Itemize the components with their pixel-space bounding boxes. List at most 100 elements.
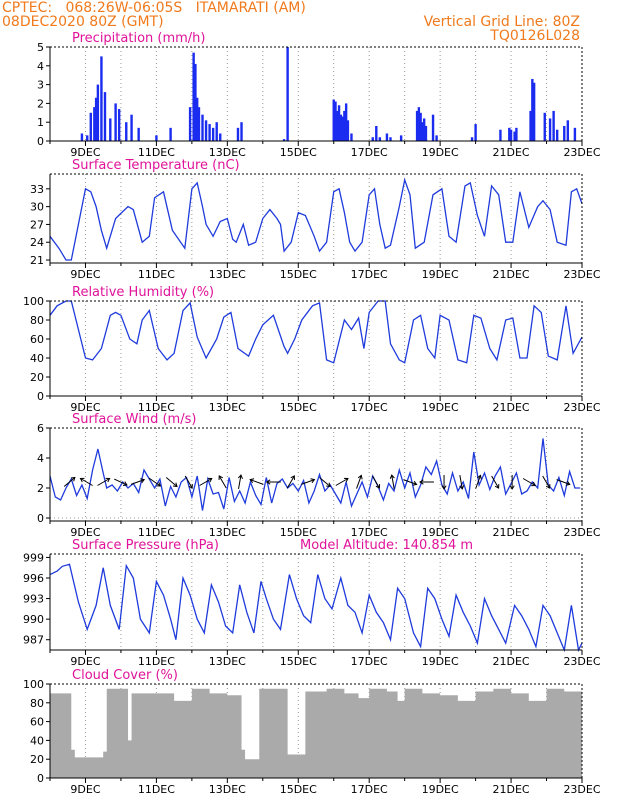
precip-bar: [341, 116, 344, 141]
precip-bar: [573, 127, 577, 141]
y-tick-label: 60: [30, 333, 44, 346]
precip-bar: [531, 78, 534, 141]
precip-bar: [103, 92, 107, 141]
wind-arrow: [114, 478, 128, 486]
x-tick-label: 11DEC: [138, 401, 175, 414]
precip-bar: [334, 101, 337, 141]
y-tick-label: 4: [37, 60, 44, 73]
cloud-panel: 0 20 40 60 80 100 9DEC 11DEC 13DEC 15DEC 17DEC 19DE…: [23, 668, 601, 796]
wind-arrow-head: [188, 484, 193, 489]
x-tick-label: 23DEC: [563, 783, 600, 796]
wind-arrow-head: [357, 474, 363, 480]
x-tick-label: 19DEC: [422, 146, 459, 159]
wind-arrow-head: [441, 485, 447, 490]
wind-arrow-shaft: [335, 478, 349, 486]
temp-panel: 21 24 27 30 33 9DEC 11DEC 13DEC 15DEC 17DEC 19DEC 2…: [30, 158, 601, 281]
y-tick-label: 100: [23, 295, 44, 308]
header-grid-line: Vertical Grid Line: 80Z: [423, 14, 580, 30]
wind-arrow-shaft: [130, 479, 145, 485]
wind-arrow-head: [249, 478, 255, 484]
precip-bar: [94, 97, 98, 141]
wind-arrow-shaft: [475, 475, 481, 489]
wind-arrow: [419, 479, 435, 485]
precip-title: Precipitation (mm/h): [72, 31, 205, 46]
y-tick-label: 987: [23, 634, 44, 647]
wind-arrow: [319, 477, 331, 488]
wind-arrow-head: [509, 485, 515, 490]
y-tick-label: 5: [37, 41, 44, 54]
precip-bar: [336, 110, 339, 141]
precip-bar: [114, 103, 117, 141]
wind-arrow-shaft: [114, 478, 128, 486]
precip-bar: [385, 133, 389, 141]
wind-arrow-shaft: [97, 478, 110, 486]
precip-bar: [100, 56, 103, 141]
y-tick-label: 30: [30, 201, 44, 214]
y-tick-label: 20: [30, 753, 44, 766]
wind-arrow-head: [265, 479, 271, 485]
precip-bar: [371, 137, 374, 141]
x-tick-label: 19DEC: [422, 783, 459, 796]
x-tick-label: 11DEC: [138, 783, 175, 796]
precip-bar: [125, 122, 128, 141]
precip-bar: [563, 125, 566, 141]
precip-bar: [513, 131, 516, 141]
x-tick-label: 9DEC: [70, 401, 100, 414]
x-tick-label: 17DEC: [351, 401, 388, 414]
wind-arrow-head: [412, 480, 418, 486]
wind-arrow-head: [477, 474, 482, 480]
precip-bar: [508, 127, 511, 141]
precip-bar: [419, 112, 422, 141]
wind-arrow-shaft: [372, 475, 380, 489]
x-tick-label: 23DEC: [563, 526, 600, 539]
x-tick-label: 9DEC: [70, 268, 100, 281]
wind-arrow: [265, 479, 281, 485]
precip-bar: [422, 118, 426, 141]
precip-bar: [117, 109, 121, 141]
wind-arrow-shaft: [238, 475, 242, 489]
wind-arrow: [165, 477, 178, 488]
precip-bar: [188, 107, 192, 141]
wind-arrow: [286, 475, 295, 489]
wind-arrow: [97, 477, 111, 486]
precip-bar: [378, 137, 382, 141]
wind-panel: 0 2 4 6 9DEC 11DEC 13DEC 15DEC 17DEC 19DEC 21DEC 23…: [37, 412, 601, 539]
x-tick-label: 11DEC: [138, 526, 175, 539]
precip-panel: 0 1 2 3 4 5 9DEC 11DEC 13DEC 15DEC 17DEC 19DEC 21DEC…: [37, 31, 601, 159]
x-tick-label: 13DEC: [209, 401, 246, 414]
x-tick-label: 13DEC: [209, 526, 246, 539]
y-tick-label: 0: [37, 390, 44, 403]
precip-bar: [194, 63, 197, 141]
header-code: TQ0126L028: [490, 28, 580, 44]
precip-bar: [219, 133, 222, 141]
precip-bar: [192, 52, 195, 141]
wind-arrow: [542, 475, 551, 489]
precip-bar: [529, 110, 532, 141]
precip-bar: [240, 122, 243, 141]
x-tick-label: 13DEC: [209, 146, 246, 159]
x-tick-label: 9DEC: [70, 655, 100, 668]
wind-arrow-shaft: [184, 475, 193, 489]
precip-bar: [339, 114, 343, 141]
wind-arrow-head: [172, 482, 178, 488]
y-tick-label: 24: [30, 236, 44, 249]
x-tick-label: 17DEC: [351, 526, 388, 539]
precip-bar: [332, 99, 335, 141]
wind-arrow-head: [419, 479, 424, 485]
precip-bar: [346, 120, 350, 141]
wind-arrow: [475, 474, 482, 489]
wind-arrow-shaft: [250, 479, 264, 485]
wind-arrow-head: [375, 484, 381, 489]
wind-arrow-head: [105, 477, 111, 483]
y-tick-label: 80: [30, 314, 44, 327]
wind-arrow: [389, 474, 395, 489]
precip-bar: [417, 107, 421, 141]
y-tick-label: 40: [30, 352, 44, 365]
x-tick-label: 17DEC: [351, 783, 388, 796]
precip-bar: [201, 114, 204, 141]
y-tick-label: 999: [23, 551, 44, 564]
precip-bar: [286, 47, 289, 141]
wind-line: [49, 438, 581, 511]
wind-arrow-shaft: [286, 475, 295, 489]
wind-arrow-shaft: [522, 478, 536, 486]
